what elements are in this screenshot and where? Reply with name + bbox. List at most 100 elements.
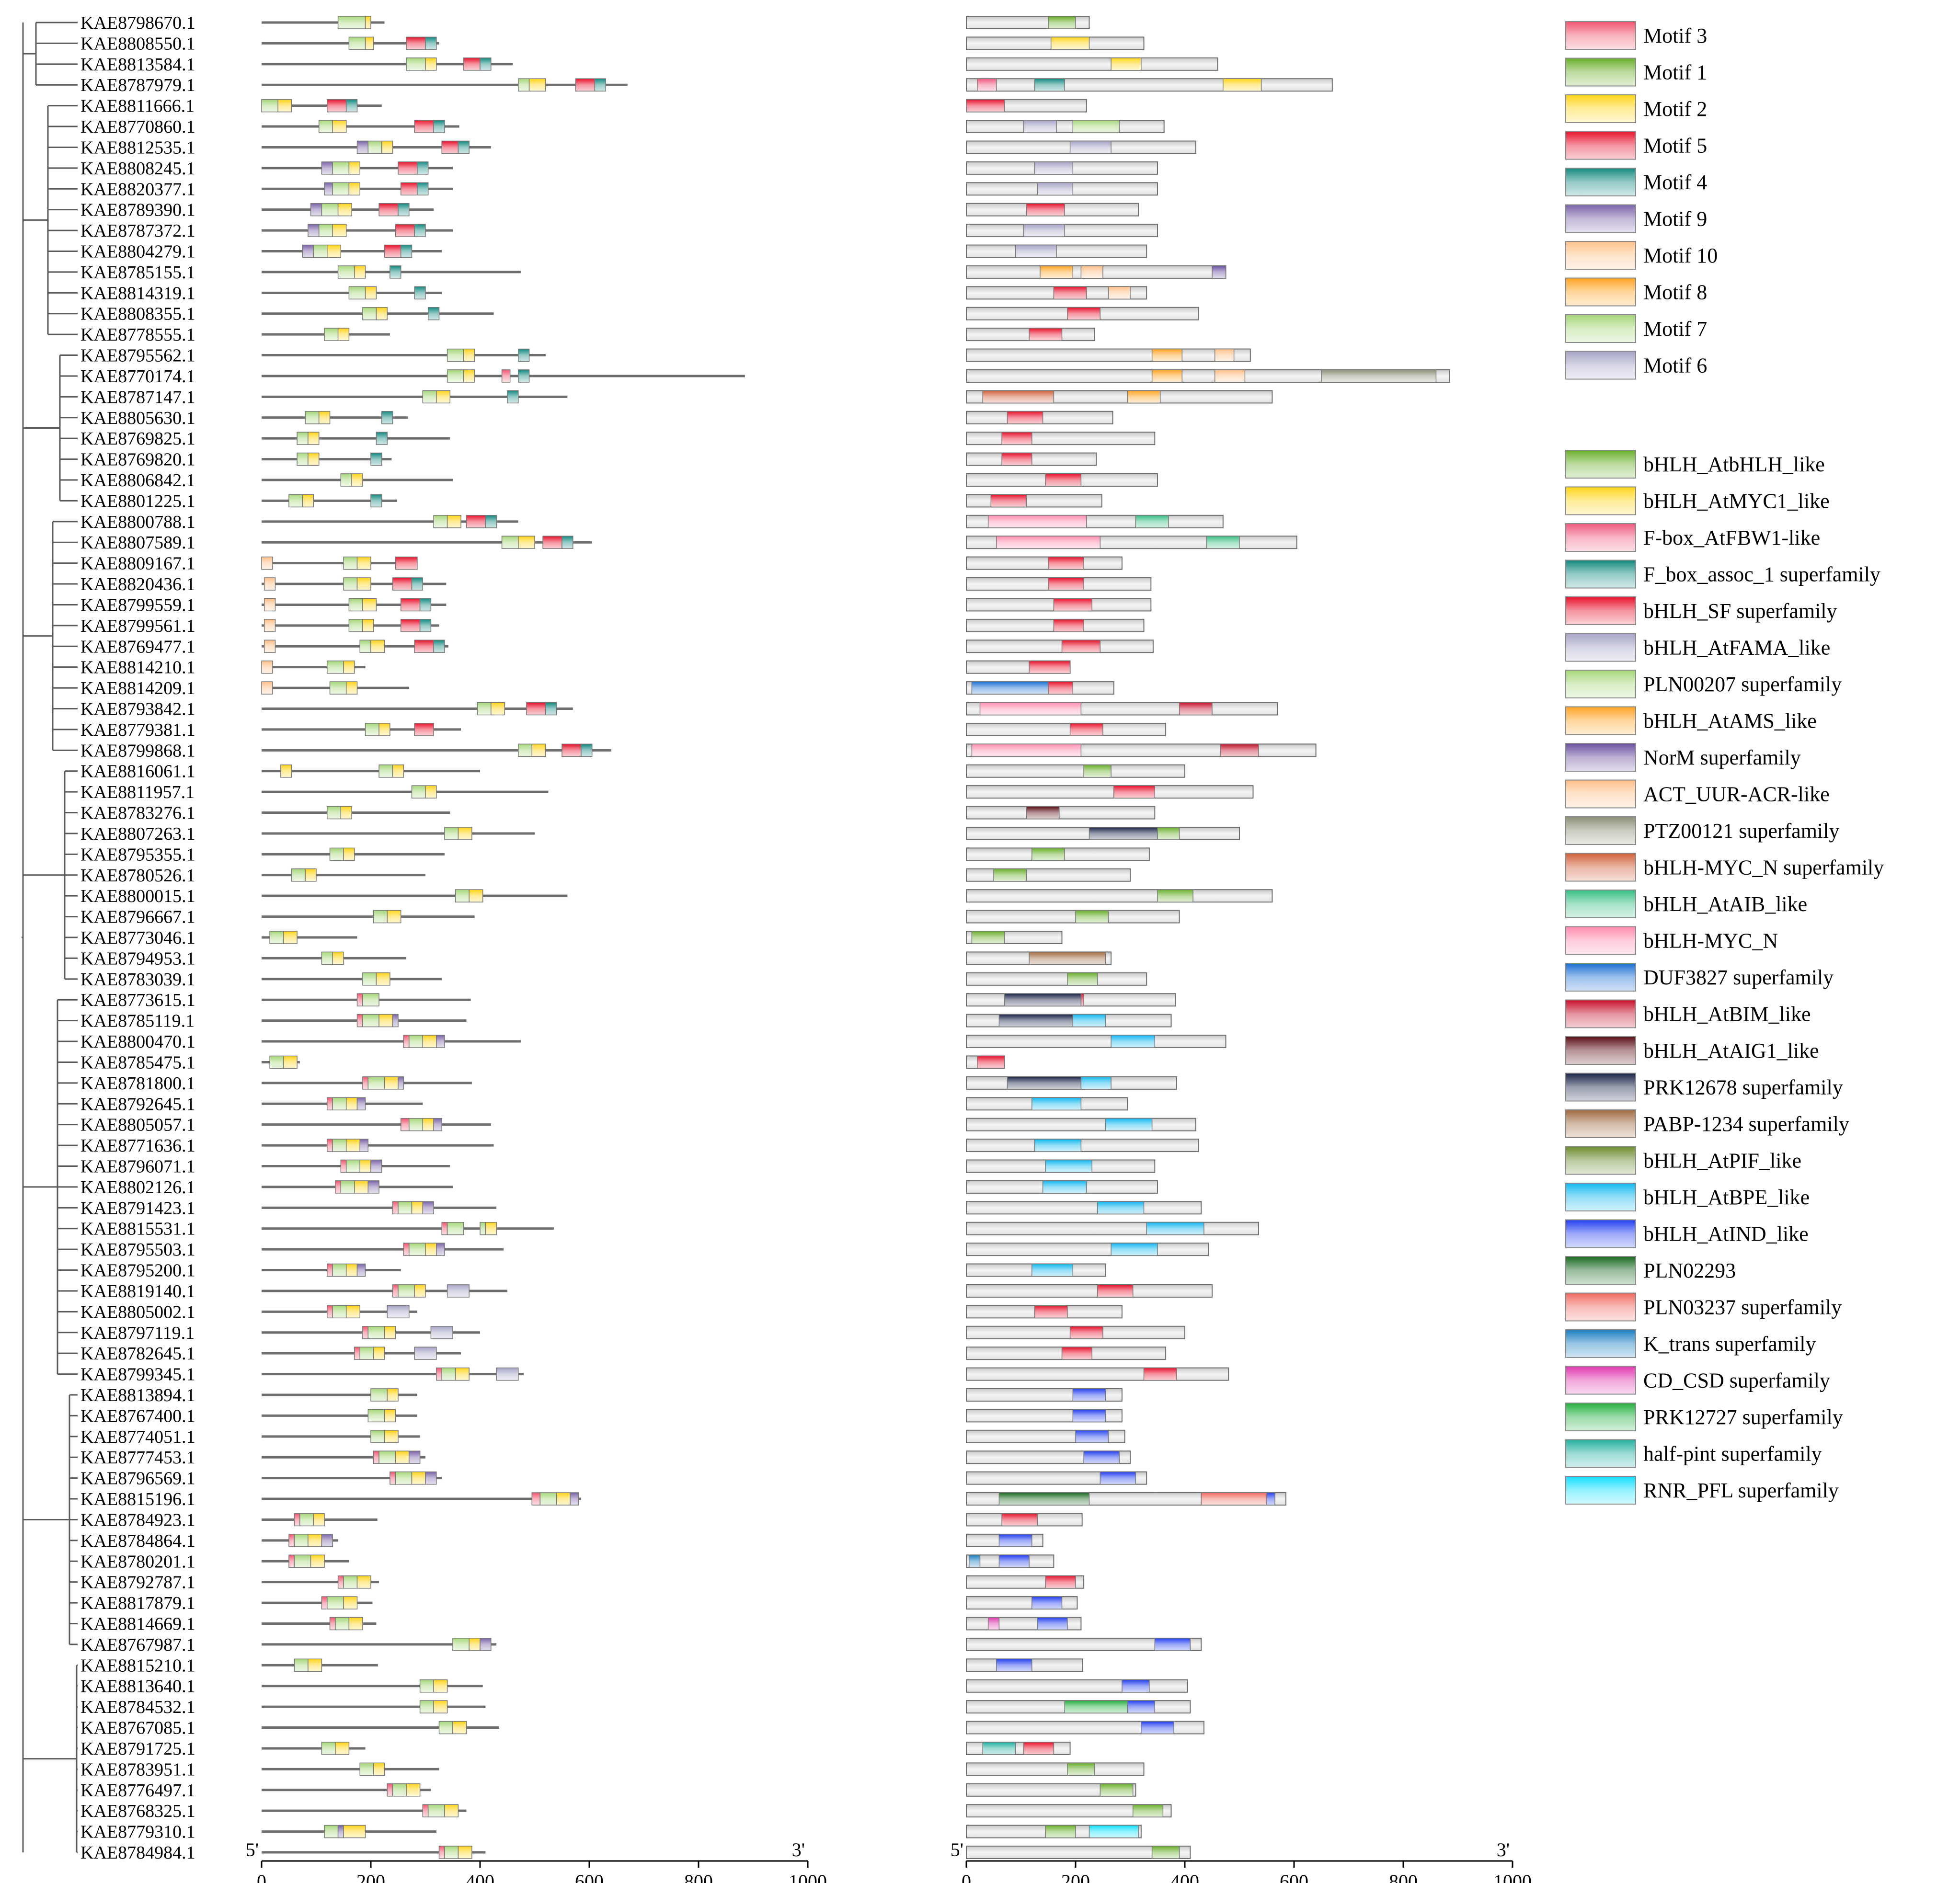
motif-box-m2: [384, 1326, 396, 1339]
motif-box-m2: [348, 182, 360, 196]
legend-swatch-d16: [1565, 999, 1636, 1028]
motif-box-m9: [321, 161, 333, 175]
motif-box-m3: [356, 993, 363, 1006]
domain-panel: [966, 16, 1450, 1859]
domain-box-d5: [1053, 286, 1087, 300]
motif-box-m5: [414, 120, 434, 133]
motif-box-m5: [392, 577, 413, 591]
gene-label: KAE8819140.1: [80, 1281, 195, 1301]
motif-box-m7: [409, 1118, 424, 1131]
motif-box-m2: [345, 1139, 360, 1152]
domain-box-d18: [1089, 827, 1158, 840]
motif-box-m2: [332, 120, 347, 133]
motif-box-m5: [414, 639, 434, 653]
domain-box-d5: [1113, 785, 1156, 799]
motif-box-m2: [406, 1783, 421, 1797]
motif-box-m7: [444, 1846, 459, 1859]
domain-box-d21: [1032, 1263, 1074, 1277]
domain-box-d22: [1072, 1409, 1106, 1423]
motif-box-m2: [384, 1076, 399, 1090]
gene-label: KAE8767400.1: [80, 1406, 195, 1426]
motif-box-m5: [395, 556, 418, 570]
motif-box-m4: [485, 515, 497, 528]
legend-swatch-m3: [1565, 21, 1636, 50]
legend-swatch-d24: [1565, 1292, 1636, 1322]
motif-box-m2: [528, 78, 546, 91]
gene-label: KAE8799345.1: [80, 1365, 195, 1385]
motif-box-m3: [390, 1471, 396, 1485]
motif-box-m3: [335, 1180, 342, 1194]
gene-label: KAE8795562.1: [80, 346, 195, 366]
domain-box-d3: [977, 78, 997, 91]
legend-swatch-d29: [1565, 1476, 1636, 1505]
motif-box-m9: [422, 1201, 434, 1215]
motif-box-m2: [392, 764, 404, 778]
motif-box-m5: [384, 244, 401, 258]
motif-box-m10: [261, 681, 273, 695]
motif-box-m7: [327, 806, 342, 820]
legend-label: Motif 6: [1643, 354, 1707, 377]
domain-box-d5: [1026, 203, 1065, 217]
domain-box-d19: [1029, 951, 1106, 965]
motif-box-m2: [280, 764, 292, 778]
domain-box-d13: [1135, 515, 1169, 528]
legend-label: Motif 2: [1643, 97, 1707, 121]
domain-box-d6: [1034, 161, 1074, 175]
domain-box-d5: [1048, 681, 1074, 695]
motif-box-m3: [392, 1284, 399, 1298]
axis-tick-label: 1000: [789, 1871, 827, 1883]
protein-bar: [966, 806, 1156, 820]
legend-label: bHLH_AtPIF_like: [1643, 1149, 1801, 1173]
motif-box-m2: [411, 1201, 424, 1215]
gene-label: KAE8769820.1: [80, 450, 195, 470]
motif-box-m7: [409, 1035, 424, 1048]
gene-label: KAE8797119.1: [80, 1323, 195, 1343]
gene-label: KAE8798670.1: [80, 13, 195, 33]
legend-label: bHLH-MYC_N superfamily: [1643, 856, 1884, 879]
domain-box-d21: [1105, 1118, 1153, 1131]
domain-box-d8: [1040, 265, 1074, 279]
motif-box-m2: [425, 1243, 437, 1256]
gene-label: KAE8792787.1: [80, 1573, 195, 1593]
domain-box-d5: [977, 1055, 1005, 1069]
legend-swatch-d28: [1565, 1439, 1636, 1468]
motif-box-m10: [264, 619, 276, 632]
gene-label: KAE8777453.1: [80, 1448, 195, 1468]
gene-label: KAE8784923.1: [80, 1510, 195, 1530]
domain-box-d22: [996, 1658, 1032, 1672]
gene-label: KAE8787147.1: [80, 387, 195, 407]
motif-box-m9: [425, 1471, 437, 1485]
legend-label: PRK12727 superfamily: [1643, 1405, 1843, 1429]
motif-box-m7: [348, 619, 363, 632]
motif-box-m2: [332, 224, 347, 237]
protein-bar: [966, 639, 1154, 653]
gene-label: KAE8799559.1: [80, 595, 195, 615]
motif-box-m5: [463, 57, 481, 71]
legend-label: PABP-1234 superfamily: [1643, 1112, 1849, 1136]
domain-box-d14: [996, 536, 1101, 549]
motif-box-m7: [367, 1076, 385, 1090]
gene-label: KAE8795200.1: [80, 1261, 195, 1281]
legend-swatch-d27: [1565, 1403, 1636, 1431]
motif-box-m2: [308, 432, 320, 445]
motif-panel: [261, 16, 745, 1859]
motif-box-m9: [409, 1450, 421, 1464]
domain-box-d29: [1089, 1825, 1139, 1838]
motif-box-m2: [433, 1679, 448, 1693]
gene-label: KAE8778555.1: [80, 325, 195, 345]
legend-swatch-m9: [1565, 204, 1636, 233]
motif-box-m2: [376, 972, 390, 986]
legend-swatch-m8: [1565, 277, 1636, 307]
gene-label: KAE8770860.1: [80, 117, 195, 137]
motif-box-m4: [414, 286, 426, 300]
motif-box-m3: [436, 1367, 442, 1381]
motif-box-m7: [444, 827, 459, 840]
motif-box-m10: [264, 598, 276, 612]
domain-box-d5: [1080, 993, 1084, 1006]
motif-box-m4: [390, 265, 401, 279]
gene-label: KAE8814669.1: [80, 1614, 195, 1634]
gene-label: KAE8811957.1: [80, 782, 195, 802]
gene-label: KAE8805002.1: [80, 1302, 195, 1322]
gene-label: KAE8799868.1: [80, 741, 195, 761]
legend-swatch-m7: [1565, 314, 1636, 343]
